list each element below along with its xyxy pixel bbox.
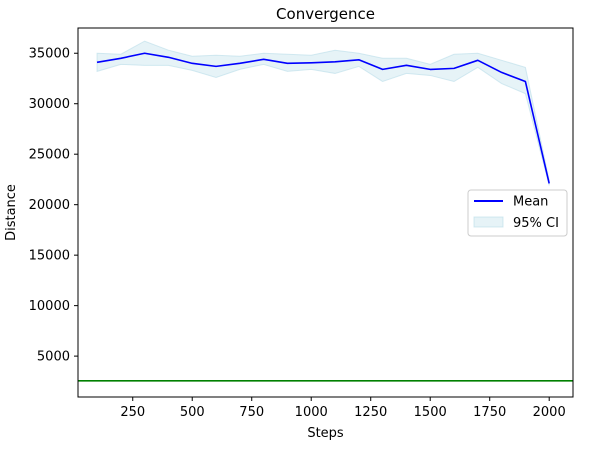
y-tick-label: 10000 [29, 299, 70, 314]
plot-frame [77, 27, 574, 398]
legend-ci-label: 95% CI [513, 216, 559, 231]
x-tick-label: 750 [239, 405, 264, 420]
legend: Mean 95% CI [467, 189, 568, 237]
y-axis-ticks: 5000 10000 15000 20000 25000 30000 35000 [29, 47, 78, 365]
chart-title: Convergence [276, 5, 375, 23]
ci-band-layer [96, 40, 550, 186]
y-tick-label: 5000 [37, 350, 70, 365]
y-tick-label: 20000 [29, 198, 70, 213]
x-tick-label: 1750 [473, 405, 506, 420]
y-tick-label: 30000 [29, 97, 70, 112]
y-axis-label: Distance [4, 184, 19, 241]
x-tick-label: 500 [180, 405, 205, 420]
ci-band [96, 40, 550, 186]
y-tick-label: 25000 [29, 148, 70, 163]
x-axis-label: Steps [307, 426, 344, 441]
x-tick-label: 2000 [533, 405, 566, 420]
legend-mean-label: Mean [513, 195, 548, 210]
y-tick-label: 15000 [29, 249, 70, 264]
x-tick-label: 1500 [414, 405, 447, 420]
series-line-layer [96, 52, 550, 184]
x-tick-label: 1250 [354, 405, 387, 420]
y-tick-label: 35000 [29, 47, 70, 62]
x-tick-label: 1000 [295, 405, 328, 420]
x-axis-ticks: 250 500 750 1000 1250 1500 1750 2000 [120, 397, 566, 420]
mean-line [96, 52, 550, 184]
legend-ci-swatch [473, 216, 504, 228]
x-tick-label: 250 [120, 405, 145, 420]
